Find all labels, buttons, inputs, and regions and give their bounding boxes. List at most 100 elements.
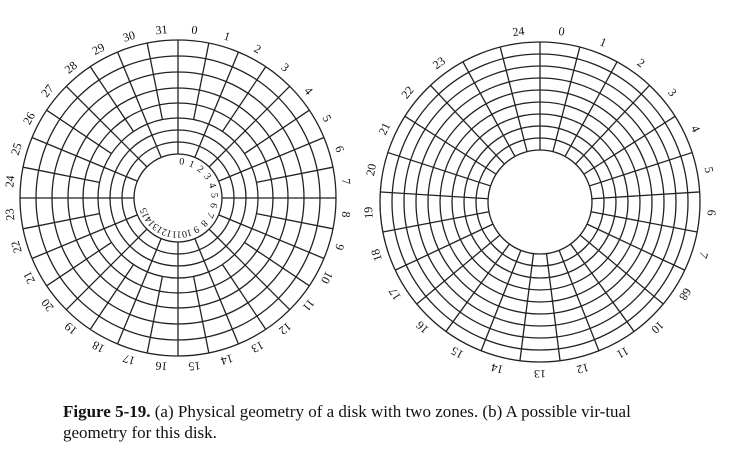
sector-number-label: 16 <box>155 359 168 374</box>
sector-number-label: 3 <box>665 86 680 100</box>
figure-caption: Figure 5-19. (a) Physical geometry of a … <box>63 401 683 443</box>
sector-number-label: 27 <box>38 82 56 100</box>
sector-number-label: 22 <box>8 239 25 255</box>
sector-divider <box>394 223 494 271</box>
sector-number-label: 8 <box>198 217 209 228</box>
sector-number-label: 13 <box>534 367 546 381</box>
sector-number-label: 3 <box>201 172 213 183</box>
sector-number-label: 11 <box>172 228 182 239</box>
sector-divider <box>586 223 686 271</box>
sector-divider <box>192 276 210 354</box>
sector-divider <box>22 166 100 184</box>
sector-number-label: 25 <box>8 141 25 157</box>
sector-number-label: 2 <box>635 55 648 70</box>
sector-number-label: 4 <box>688 123 703 134</box>
sector-divider <box>429 84 505 165</box>
sector-number-label: 8 <box>339 211 354 218</box>
sector-number-label: 14 <box>490 360 505 377</box>
sector-divider <box>234 85 291 142</box>
sector-number-label: 68 <box>676 285 694 303</box>
sector-divider <box>552 46 581 152</box>
sector-number-label: 13 <box>249 338 266 356</box>
physical-geometry-disk: 0 123456789101112131415161718192021222324… <box>2 22 353 373</box>
sector-divider <box>103 214 138 230</box>
sector-number-label: 24 <box>512 24 526 39</box>
sector-number-label: 4 <box>301 84 316 98</box>
sector-number-label: 3 <box>278 60 292 75</box>
caption-text: (a) Physical geometry of a disk with two… <box>63 402 631 442</box>
sector-number-label: 15 <box>188 359 201 374</box>
sector-number-label: 20 <box>38 296 56 314</box>
sector-number-label: 22 <box>398 83 416 101</box>
sector-divider <box>416 234 501 305</box>
sector-divider <box>589 151 693 187</box>
sector-number-label: 21 <box>20 269 38 286</box>
sector-divider <box>120 228 148 256</box>
sector-divider <box>387 151 491 187</box>
sector-number-label: 6 <box>207 202 219 209</box>
sector-number-label: 29 <box>90 40 107 58</box>
sector-divider <box>146 123 162 158</box>
sector-divider <box>244 109 310 155</box>
sector-number-label: 10 <box>318 269 336 286</box>
sector-number-label: 15 <box>138 206 152 220</box>
sector-number-label: 17 <box>386 285 404 303</box>
sector-number-label: 5 <box>208 193 219 199</box>
sector-number-label: 4 <box>206 181 218 189</box>
sector-number-label: 7 <box>339 178 354 185</box>
sector-divider <box>234 254 291 311</box>
sector-divider <box>208 271 240 345</box>
sector-number-label: 0 <box>179 156 185 167</box>
sector-divider <box>579 234 664 305</box>
sector-number-label: 28 <box>62 58 80 76</box>
sector-divider <box>194 238 210 273</box>
sector-divider <box>46 241 112 287</box>
sector-divider <box>251 136 325 168</box>
sector-number-label: 11 <box>614 344 631 362</box>
sector-number-label: 0 <box>191 23 198 38</box>
sector-divider <box>208 51 240 125</box>
figure-label: Figure 5-19. <box>63 402 151 421</box>
sector-number-label: 10 <box>181 226 193 239</box>
sector-number-label: 12 <box>160 225 173 239</box>
sector-divider <box>575 84 651 165</box>
sector-number-label: 1 <box>598 34 609 49</box>
sector-number-label: 19 <box>361 206 376 219</box>
sector-divider <box>31 228 105 260</box>
sector-divider <box>103 166 138 182</box>
sector-number-label: 24 <box>2 175 17 188</box>
sector-divider <box>218 166 253 182</box>
sector-number-label: 1 <box>222 29 232 44</box>
sector-number-label: 30 <box>121 28 137 45</box>
sector-divider <box>146 276 164 354</box>
sector-number-label: 11 <box>300 296 318 314</box>
sector-number-label: 17 <box>121 351 137 368</box>
sector-number-label: 5 <box>319 112 334 124</box>
sector-divider <box>404 115 497 175</box>
sector-divider <box>208 140 236 168</box>
sector-divider <box>221 66 267 132</box>
sector-divider <box>445 243 510 332</box>
sector-divider <box>192 42 210 120</box>
sector-number-label: 0 <box>558 24 566 39</box>
sector-divider <box>480 250 522 352</box>
sector-number-label: 10 <box>649 318 667 336</box>
sector-divider <box>583 115 676 175</box>
sector-number-label: 31 <box>155 22 168 37</box>
sector-number-label: 2 <box>252 41 264 56</box>
sector-number-label: 20 <box>363 163 379 177</box>
sector-number-label: 21 <box>375 120 393 137</box>
sector-divider <box>256 212 334 230</box>
sector-divider <box>380 191 489 200</box>
sector-divider <box>256 166 334 184</box>
sector-divider <box>519 253 535 361</box>
sector-number-label: 26 <box>20 110 38 127</box>
sector-divider <box>116 271 148 345</box>
sector-number-label: 9 <box>332 242 347 252</box>
sector-divider <box>590 211 698 233</box>
sector-divider <box>221 264 267 330</box>
sector-number-label: 18 <box>90 338 107 356</box>
sector-divider <box>22 212 100 230</box>
